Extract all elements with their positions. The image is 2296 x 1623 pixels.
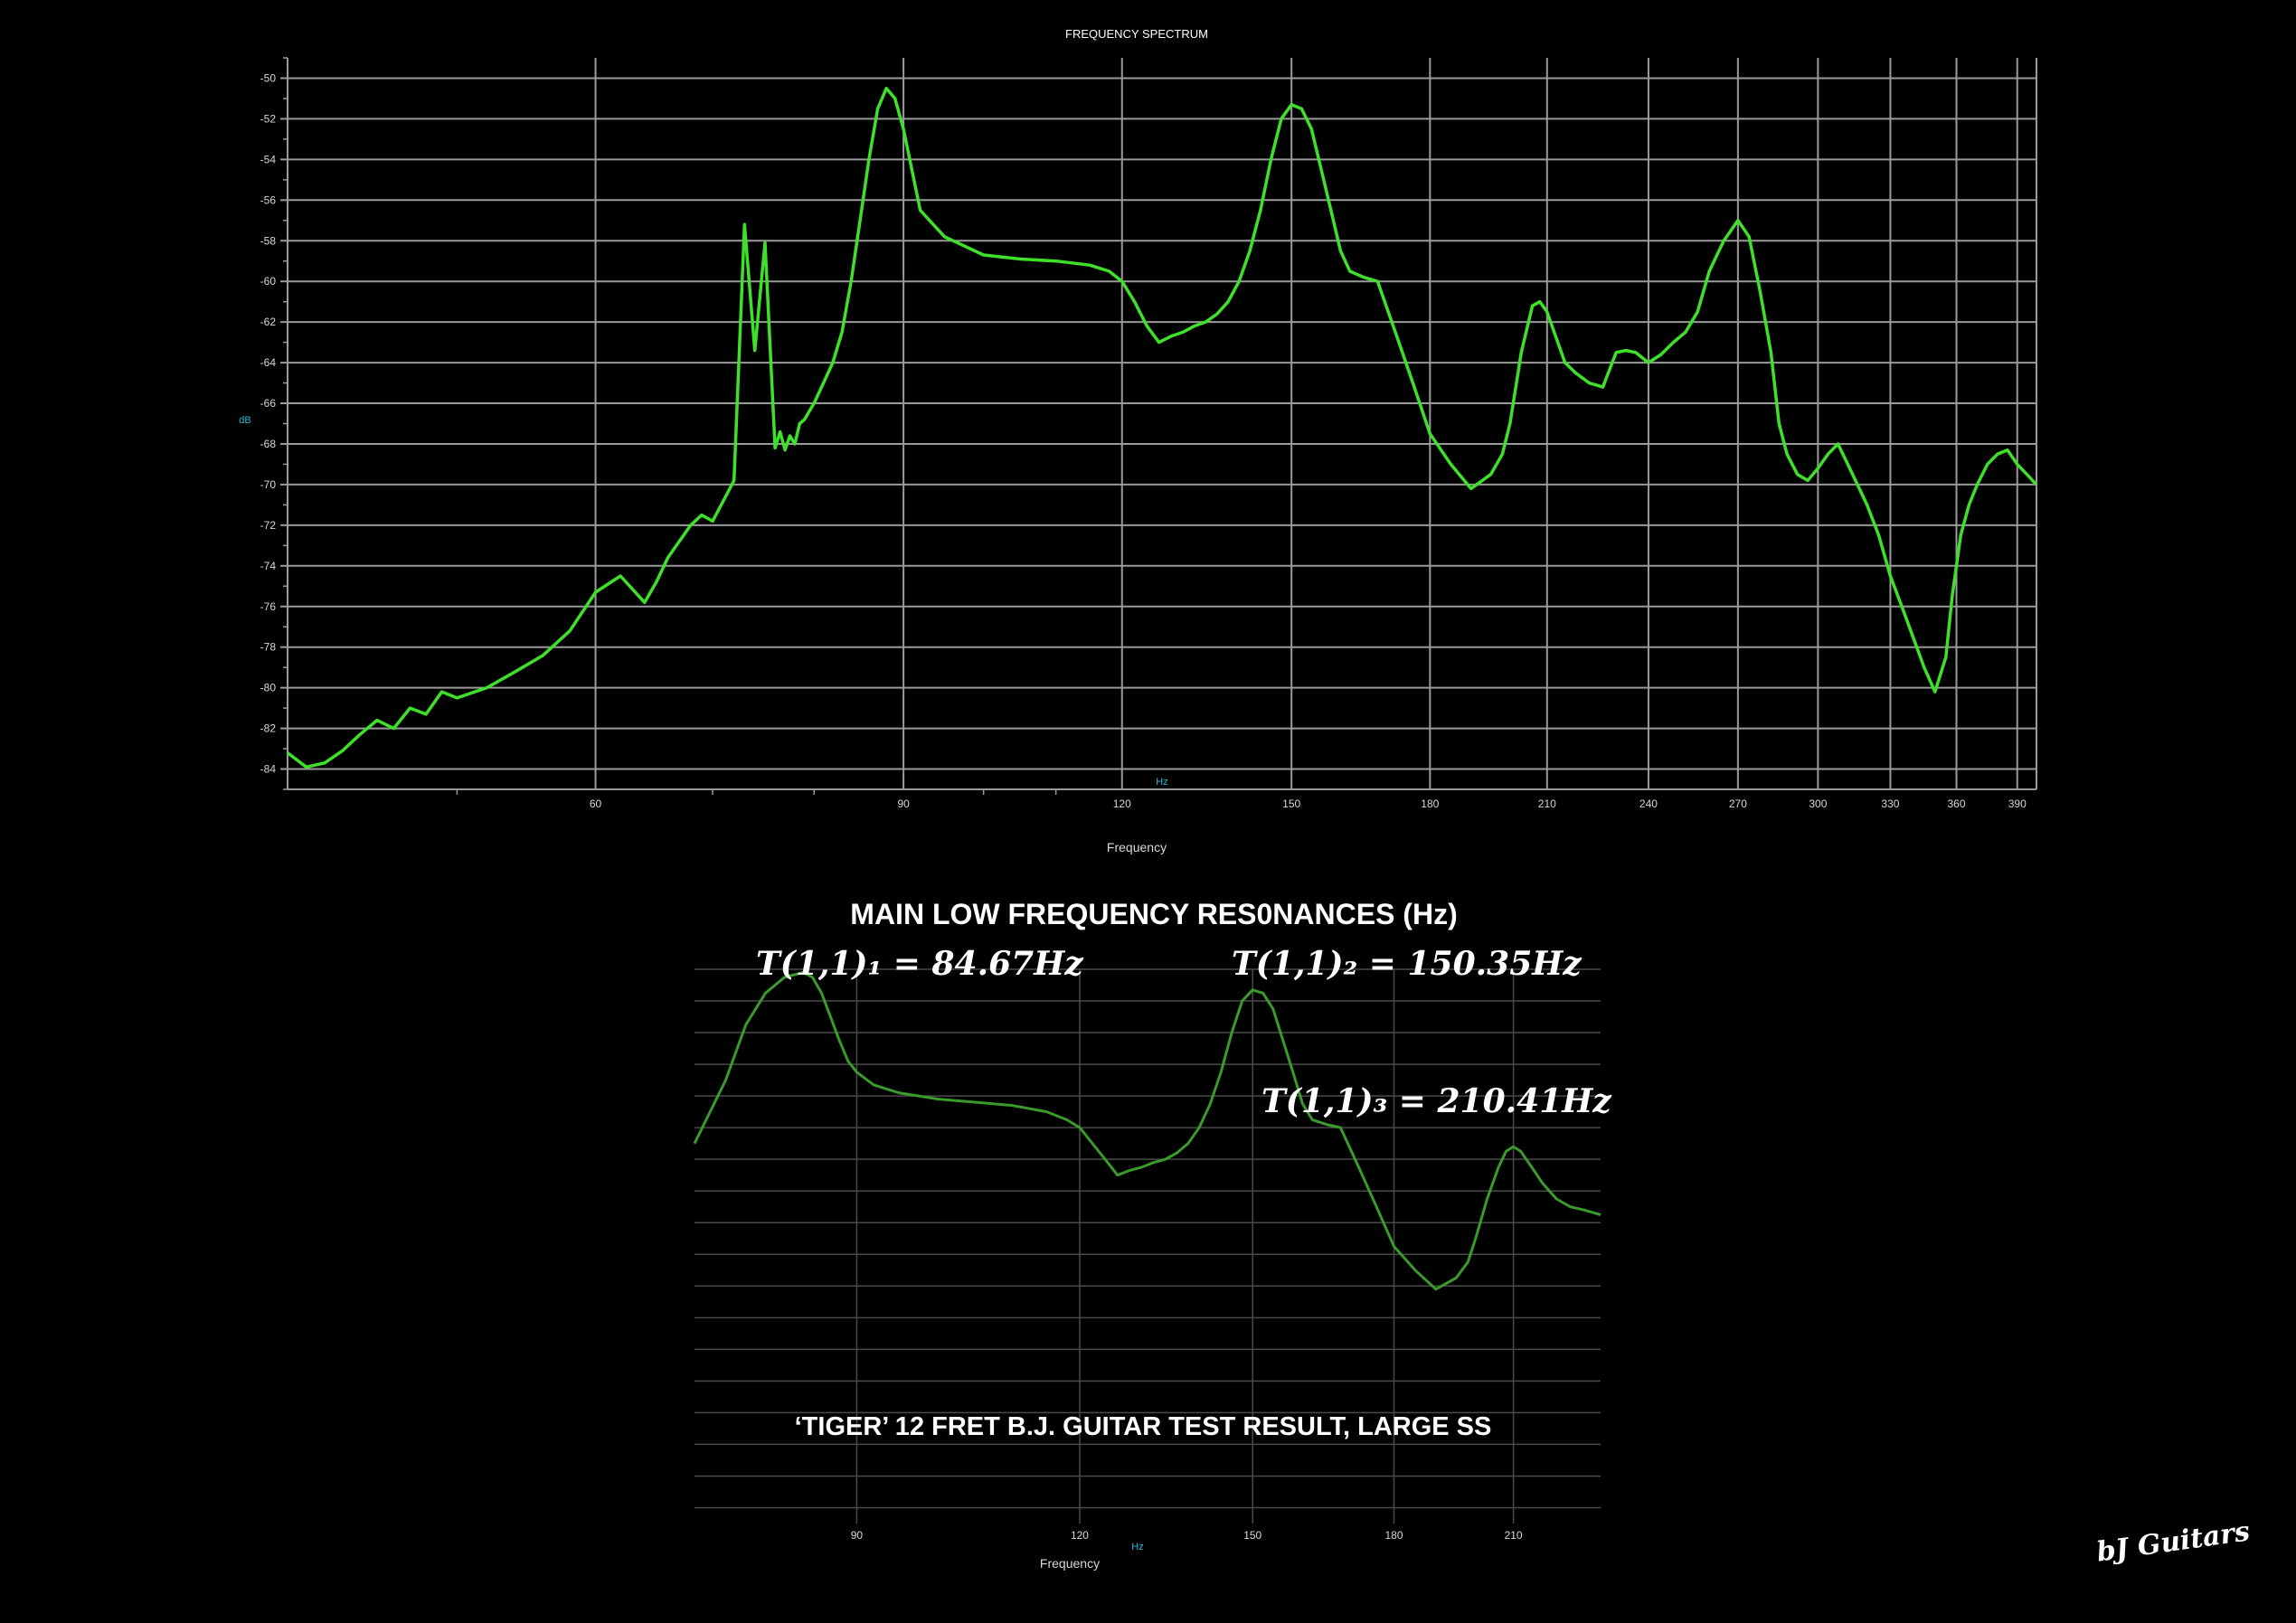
zoom-chart-grid: [694, 968, 1601, 1524]
zoom-x-tick-labels: 90 120 150 180 210: [851, 1529, 1523, 1542]
resonance-annotation-3: T(1,1)₃ = 210.41Hz: [1261, 1082, 1612, 1120]
y-tick-label: -52: [260, 112, 277, 125]
y-tick-label: -58: [260, 234, 277, 247]
y-tick-label: -50: [260, 71, 277, 84]
chart-grid: [280, 57, 2037, 795]
zoom-x-tick-label: 150: [1243, 1529, 1261, 1542]
y-tick-label: -70: [260, 478, 277, 491]
y-tick-label: -68: [260, 438, 277, 450]
zoom-trace-series: [693, 971, 1602, 1291]
x-tick-label: 120: [1113, 797, 1131, 810]
zoom-x-tick-label: 120: [1071, 1529, 1089, 1542]
x-tick-labels: 60 90 120 150 180 210 240 270 300 330 360 390: [590, 797, 2027, 810]
x-tick-label: 330: [1881, 797, 1899, 810]
x-tick-label: 390: [2008, 797, 2027, 810]
zoom-x-tick-label: 90: [851, 1529, 864, 1542]
y-tick-label: -56: [260, 193, 277, 206]
y-tick-label: -80: [260, 682, 277, 694]
spectrum-line: [286, 86, 2038, 769]
y-tick-label: -66: [260, 397, 277, 410]
x-axis-label: Frequency: [1107, 840, 1167, 854]
resonance-annotation-2: T(1,1)₂ = 150.35Hz: [1232, 945, 1583, 983]
x-tick-label: 210: [1538, 797, 1556, 810]
y-tick-label: -54: [260, 153, 277, 165]
spectrum-trace-series: [286, 86, 2038, 769]
x-tick-label: 180: [1421, 797, 1439, 810]
x-tick-label: 60: [590, 797, 602, 810]
test-result-caption: ‘TIGER’ 12 FRET B.J. GUITAR TEST RESULT,…: [795, 1412, 1492, 1441]
y-tick-labels: -50 -52 -54 -56 -58 -60 -62 -64 -66 -68 -70 -72 -74 -…: [260, 71, 277, 775]
y-tick-label: -78: [260, 641, 277, 654]
zoom-spectrum-line: [693, 971, 1602, 1291]
y-tick-label: -62: [260, 316, 277, 328]
x-tick-label: 150: [1282, 797, 1300, 810]
y-tick-label: -76: [260, 600, 277, 613]
lower-heading: MAIN LOW FREQUENCY RES0NANCES (Hz): [850, 898, 1457, 930]
zoom-x-axis-unit: Hz: [1131, 1542, 1143, 1552]
y-tick-label: -64: [260, 356, 277, 369]
y-tick-label: -82: [260, 722, 277, 735]
chart-title: FREQUENCY SPECTRUM: [1065, 27, 1208, 41]
y-axis-label: dB: [239, 415, 250, 426]
x-tick-label: 360: [1947, 797, 1965, 810]
zoom-x-tick-label: 180: [1384, 1529, 1403, 1542]
x-tick-label: 300: [1809, 797, 1827, 810]
x-axis-unit: Hz: [1156, 777, 1167, 788]
x-tick-label: 270: [1729, 797, 1747, 810]
y-tick-label: -74: [260, 560, 277, 572]
x-tick-label: 90: [897, 797, 910, 810]
frequency-spectrum-chart: FREQUENCY SPECTRUM -50 -52 -54 -56 -58 -60 -62…: [239, 27, 2038, 854]
y-tick-label: -72: [260, 519, 277, 532]
y-tick-label: -84: [260, 763, 277, 776]
zoom-x-tick-label: 210: [1505, 1529, 1523, 1542]
resonance-annotation-1: T(1,1)₁ = 84.67Hz: [756, 945, 1084, 983]
y-tick-label: -60: [260, 275, 277, 288]
zoom-x-axis-label: Frequency: [1040, 1556, 1100, 1571]
x-tick-label: 240: [1639, 797, 1658, 810]
